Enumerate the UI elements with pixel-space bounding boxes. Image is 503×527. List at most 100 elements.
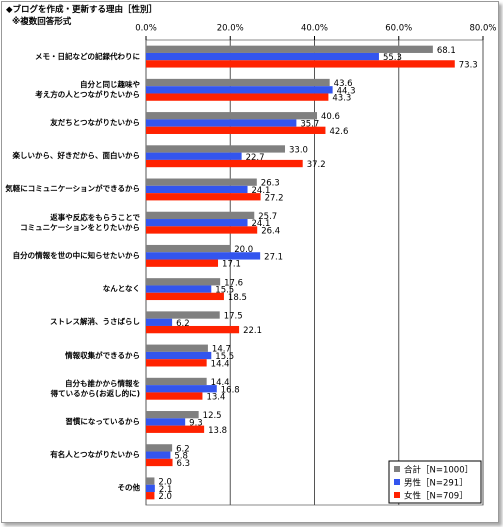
bar xyxy=(146,325,240,334)
value-label: 43.6 xyxy=(334,79,353,89)
y-tick-label: 自分の情報を世の中に知らせたいから xyxy=(12,250,140,260)
bar xyxy=(146,52,379,61)
legend-swatch xyxy=(394,466,400,472)
legend-label: 男性［N=291］ xyxy=(404,478,468,489)
bar xyxy=(146,344,208,352)
value-label: 27.1 xyxy=(264,252,283,262)
bar xyxy=(146,451,171,459)
bar xyxy=(146,45,433,53)
value-label: 42.6 xyxy=(329,127,348,137)
x-tick-label: 40.0% xyxy=(301,24,328,34)
bar xyxy=(146,259,219,267)
bar xyxy=(146,226,258,234)
x-tick-label: 80.0% xyxy=(469,24,496,34)
value-label: 6.3 xyxy=(177,459,191,469)
bar xyxy=(146,292,224,301)
bar xyxy=(146,311,220,319)
y-tick-label: 友だちとつながりたいから xyxy=(50,118,140,128)
value-label: 14.4 xyxy=(211,359,230,369)
bar xyxy=(146,119,297,127)
legend-label: 女性［N=709］ xyxy=(404,491,468,502)
y-tick-label: 有名人とつながりたいから xyxy=(50,450,140,460)
bar xyxy=(146,492,155,500)
bar xyxy=(146,145,286,153)
y-tick-label: メモ・日記などの記録代わりに xyxy=(35,51,140,61)
value-label: 12.5 xyxy=(203,411,222,421)
bar xyxy=(146,60,455,68)
value-label: 44.3 xyxy=(337,86,356,96)
bar xyxy=(146,244,231,253)
value-label: 26.3 xyxy=(261,179,280,189)
value-label: 15.5 xyxy=(215,352,234,362)
bar xyxy=(146,385,217,393)
y-tick-label: 気軽にコミュニケーションができるから xyxy=(5,184,140,194)
x-tick-label: 0.0% xyxy=(135,24,157,34)
bar xyxy=(146,444,173,452)
bar xyxy=(146,78,330,87)
y-tick-label: なんとなく xyxy=(102,284,140,294)
value-label: 14.7 xyxy=(212,345,231,355)
value-label: 6.2 xyxy=(176,444,190,454)
chart-subtitle: ※複数回答形式 xyxy=(12,17,72,27)
y-tick-label: 自分と同じ趣味や 考え方の人とつながりたいから xyxy=(35,79,140,99)
value-label: 73.3 xyxy=(459,60,478,70)
bar xyxy=(146,377,207,386)
value-label: 33.0 xyxy=(289,145,308,155)
bar xyxy=(146,425,205,433)
value-label: 35.7 xyxy=(300,120,319,130)
value-label: 9.3 xyxy=(189,418,203,428)
bar xyxy=(146,178,257,186)
value-label: 20.0 xyxy=(234,245,253,255)
bar xyxy=(146,458,173,467)
bar xyxy=(146,392,203,400)
value-label: 14.4 xyxy=(211,378,230,388)
legend-swatch xyxy=(394,492,400,498)
value-label: 68.1 xyxy=(437,46,456,56)
bar xyxy=(146,112,318,120)
y-tick-label: 返事や反応をもらうことで コミュニケーションをとりたいから xyxy=(20,212,140,232)
bar xyxy=(146,185,248,194)
bar xyxy=(146,351,212,360)
value-label: 5.8 xyxy=(174,452,188,462)
value-label: 6.2 xyxy=(176,319,190,329)
value-label: 55.3 xyxy=(383,53,402,63)
x-tick-label: 60.0% xyxy=(385,24,412,34)
y-tick-label: 情報収集ができるから xyxy=(65,350,140,360)
value-label: 2.1 xyxy=(159,485,173,495)
chart-title: ◆ブログを作成・更新する理由［性別］ xyxy=(6,5,158,15)
bar xyxy=(146,219,248,227)
bar xyxy=(146,193,261,201)
value-label: 26.4 xyxy=(261,226,280,236)
bar xyxy=(146,285,212,293)
value-label: 13.8 xyxy=(208,426,227,436)
bar xyxy=(146,318,173,326)
bar xyxy=(146,152,242,160)
y-tick-label: ストレス解消、うさばらし xyxy=(50,317,140,327)
value-label: 24.1 xyxy=(252,186,271,196)
bar xyxy=(146,252,261,260)
value-label: 24.1 xyxy=(252,219,271,229)
bar xyxy=(146,159,303,168)
value-label: 40.6 xyxy=(321,112,340,122)
y-tick-label: 習慣になっているから xyxy=(65,416,140,426)
y-tick-label: 楽しいから、好きだから、面白いから xyxy=(12,151,141,161)
value-label: 17.1 xyxy=(222,260,241,270)
value-label: 18.5 xyxy=(228,293,247,303)
value-label: 13.4 xyxy=(206,393,225,403)
value-label: 16.8 xyxy=(221,385,240,395)
bar xyxy=(146,411,199,419)
legend-swatch xyxy=(394,479,400,485)
value-label: 17.5 xyxy=(224,312,243,322)
bar xyxy=(146,278,221,286)
value-label: 27.2 xyxy=(265,193,284,203)
bar xyxy=(146,359,207,367)
x-tick-label: 20.0% xyxy=(217,24,244,34)
y-tick-label: 自分も誰かから情報を 得ているから(お返し的に) xyxy=(50,378,140,398)
bar xyxy=(146,126,326,134)
value-label: 37.2 xyxy=(307,160,326,170)
bar xyxy=(146,93,329,101)
bar xyxy=(146,86,333,94)
value-label: 15.5 xyxy=(215,286,234,296)
value-label: 2.0 xyxy=(158,492,172,502)
